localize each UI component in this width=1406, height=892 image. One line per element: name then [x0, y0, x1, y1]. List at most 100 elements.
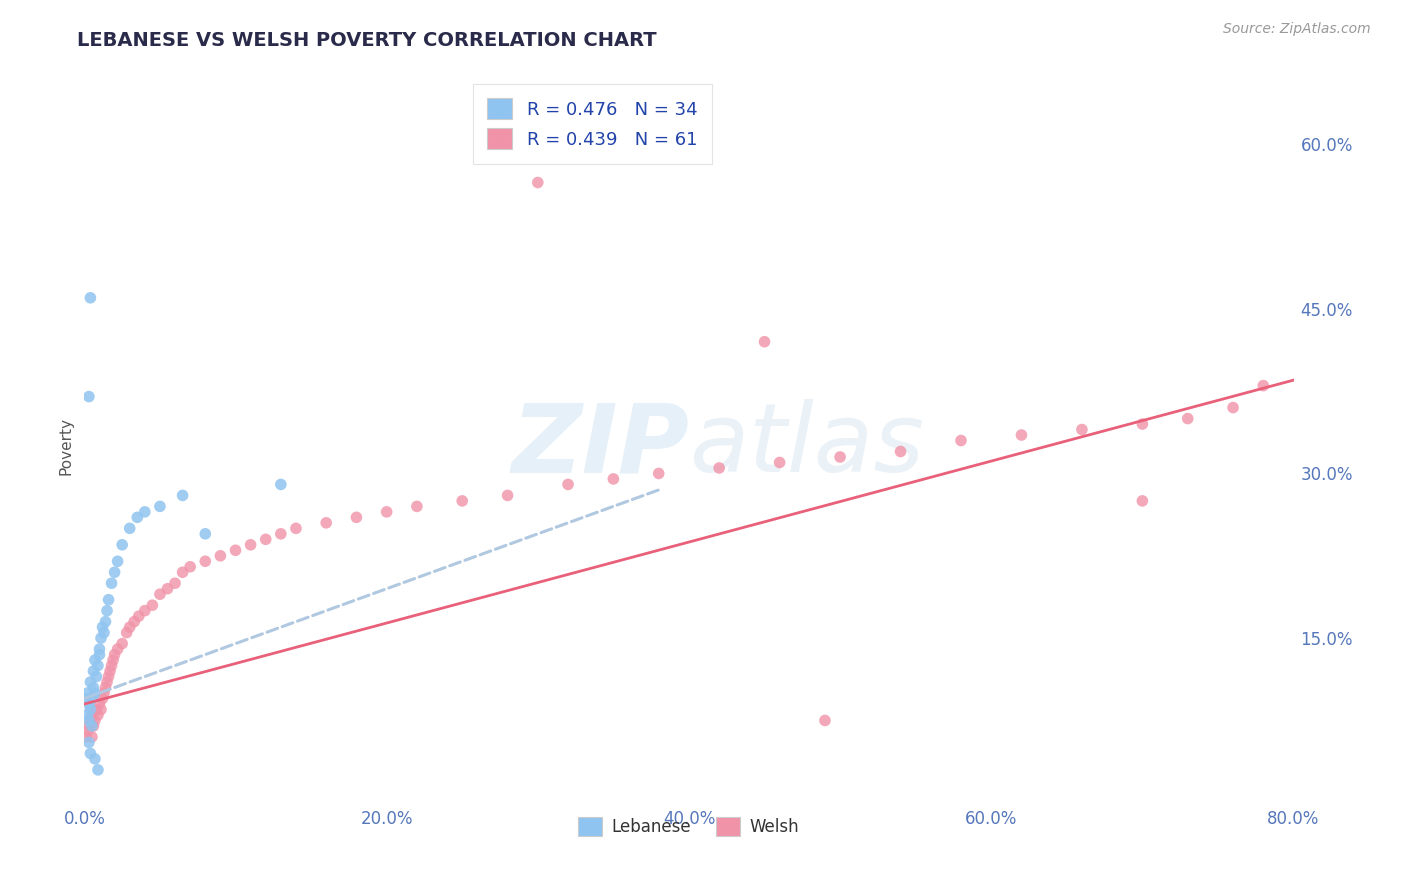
Point	[89, 697, 111, 711]
Point	[80, 730, 103, 744]
Point	[79, 714, 101, 728]
Point	[194, 526, 217, 541]
Point	[134, 604, 156, 618]
Point	[79, 675, 101, 690]
Point	[225, 543, 247, 558]
Point	[104, 648, 127, 662]
Point	[104, 566, 127, 580]
Point	[94, 681, 117, 695]
Point	[149, 500, 172, 514]
Point	[172, 488, 194, 502]
Point	[93, 686, 115, 700]
Point	[1130, 417, 1153, 431]
Point	[1130, 494, 1153, 508]
Point	[754, 334, 776, 349]
Point	[194, 554, 217, 568]
Point	[950, 434, 973, 448]
Point	[769, 455, 792, 469]
Text: Source: ZipAtlas.com: Source: ZipAtlas.com	[1223, 22, 1371, 37]
Point	[77, 719, 100, 733]
Point	[86, 702, 108, 716]
Point	[76, 686, 98, 700]
Point	[406, 500, 429, 514]
Point	[346, 510, 368, 524]
Point	[111, 637, 134, 651]
Point	[254, 533, 277, 547]
Point	[141, 598, 163, 612]
Point	[451, 494, 474, 508]
Point	[77, 714, 100, 728]
Point	[315, 516, 337, 530]
Point	[270, 526, 292, 541]
Point	[709, 461, 731, 475]
Point	[79, 702, 101, 716]
Text: LEBANESE VS WELSH POVERTY CORRELATION CHART: LEBANESE VS WELSH POVERTY CORRELATION CH…	[77, 31, 657, 50]
Point	[209, 549, 232, 563]
Point	[96, 604, 118, 618]
Point	[84, 752, 107, 766]
Point	[94, 615, 117, 629]
Point	[79, 291, 101, 305]
Point	[98, 664, 121, 678]
Point	[111, 538, 134, 552]
Point	[80, 691, 103, 706]
Point	[814, 714, 837, 728]
Point	[91, 691, 114, 706]
Point	[75, 691, 97, 706]
Point	[84, 653, 107, 667]
Point	[557, 477, 579, 491]
Point	[100, 658, 122, 673]
Point	[84, 686, 107, 700]
Point	[239, 538, 262, 552]
Point	[156, 582, 179, 596]
Point	[90, 702, 112, 716]
Point	[128, 609, 150, 624]
Point	[1177, 411, 1199, 425]
Point	[97, 592, 120, 607]
Point	[84, 714, 107, 728]
Point	[100, 576, 122, 591]
Point	[602, 472, 624, 486]
Point	[77, 735, 100, 749]
Legend: Lebanese, Welsh: Lebanese, Welsh	[571, 808, 807, 845]
Point	[76, 724, 98, 739]
Point	[76, 708, 98, 723]
Point	[77, 697, 100, 711]
Point	[118, 521, 141, 535]
Point	[127, 510, 149, 524]
Point	[1253, 378, 1275, 392]
Point	[830, 450, 852, 464]
Point	[96, 675, 118, 690]
Point	[87, 708, 110, 723]
Point	[82, 664, 104, 678]
Point	[285, 521, 308, 535]
Point	[107, 642, 129, 657]
Point	[1071, 423, 1094, 437]
Point	[107, 554, 129, 568]
Point	[82, 719, 104, 733]
Point	[179, 559, 201, 574]
Point	[87, 658, 110, 673]
Point	[89, 648, 111, 662]
Point	[89, 642, 111, 657]
Point	[122, 615, 145, 629]
Point	[134, 505, 156, 519]
Text: atlas: atlas	[689, 400, 924, 492]
Point	[90, 631, 112, 645]
Point	[77, 390, 100, 404]
Point	[1222, 401, 1244, 415]
Point	[80, 708, 103, 723]
Y-axis label: Poverty: Poverty	[58, 417, 73, 475]
Point	[375, 505, 398, 519]
Point	[80, 719, 103, 733]
Point	[149, 587, 172, 601]
Point	[496, 488, 519, 502]
Point	[270, 477, 292, 491]
Point	[527, 176, 550, 190]
Point	[82, 681, 104, 695]
Point	[79, 747, 101, 761]
Point	[91, 620, 114, 634]
Point	[890, 444, 912, 458]
Point	[165, 576, 187, 591]
Point	[93, 625, 115, 640]
